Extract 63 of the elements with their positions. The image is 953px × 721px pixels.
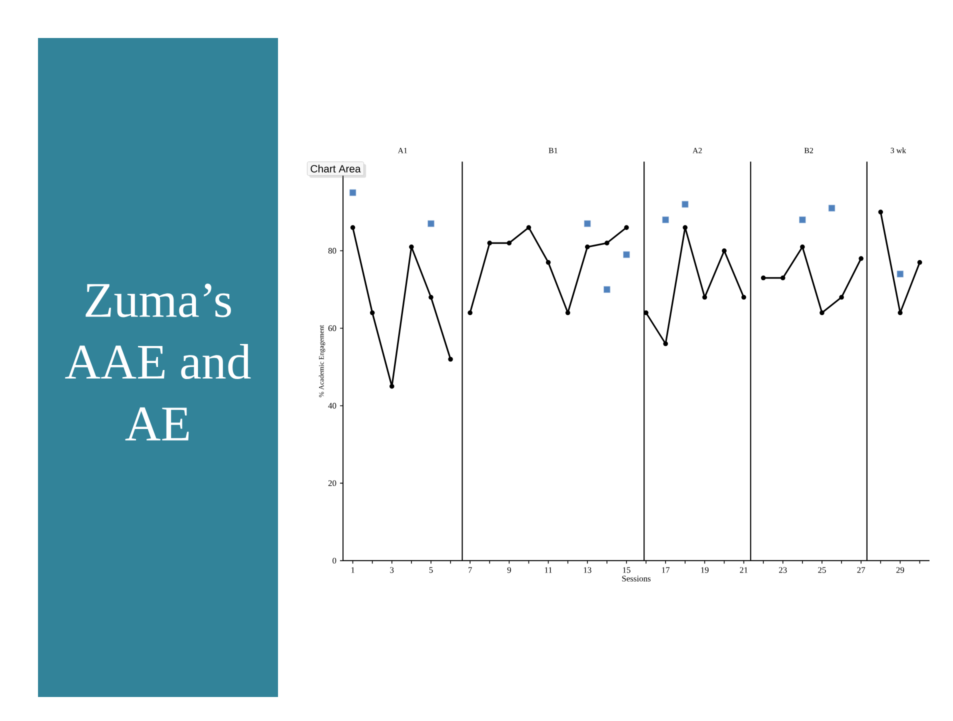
y-tick-label: 0 xyxy=(332,558,336,564)
point xyxy=(584,244,590,250)
x-axis-title: Sessions xyxy=(622,576,651,582)
x-tick-label: 15 xyxy=(623,567,630,573)
x-tick-label: 25 xyxy=(818,567,826,573)
x-tick-label: 29 xyxy=(896,567,904,573)
point xyxy=(349,189,356,196)
point xyxy=(428,294,434,300)
point xyxy=(820,310,824,316)
x-tick-label: 7 xyxy=(468,567,472,573)
x-tick-label: 11 xyxy=(544,567,552,573)
x-tick-label: 19 xyxy=(701,567,709,573)
x-tick-label: 17 xyxy=(662,567,670,573)
point xyxy=(682,225,688,230)
point xyxy=(702,294,708,300)
point xyxy=(584,220,591,228)
x-tick-label: 13 xyxy=(584,567,592,573)
point xyxy=(448,356,453,362)
y-tick-label: 60 xyxy=(328,325,336,332)
point xyxy=(604,286,610,293)
point xyxy=(858,256,864,261)
x-tick-label: 1 xyxy=(351,567,354,573)
point xyxy=(917,260,922,265)
x-tick-label: 3 xyxy=(390,567,394,573)
point xyxy=(624,225,629,230)
point xyxy=(662,216,669,224)
point xyxy=(722,248,727,254)
point xyxy=(546,260,551,265)
point xyxy=(800,244,805,250)
x-tick-label: 21 xyxy=(740,567,748,573)
point xyxy=(565,310,570,316)
x-tick-label: 27 xyxy=(857,567,866,573)
y-tick-label: 20 xyxy=(328,480,336,486)
point xyxy=(663,341,668,346)
point xyxy=(468,310,472,316)
point xyxy=(487,240,492,246)
point xyxy=(780,275,786,280)
point xyxy=(878,210,884,214)
x-tick-label: 23 xyxy=(779,567,787,573)
point xyxy=(526,225,532,230)
point xyxy=(350,225,356,230)
x-tick-label: 9 xyxy=(507,567,511,573)
y-tick-label: 40 xyxy=(328,402,336,409)
point xyxy=(506,240,512,246)
point xyxy=(828,204,836,212)
point xyxy=(760,275,766,280)
annotation: Chart Area xyxy=(310,164,361,172)
point xyxy=(741,294,746,300)
point xyxy=(644,310,648,316)
point xyxy=(682,200,689,208)
y-tick-label: 80 xyxy=(328,248,336,254)
point xyxy=(409,244,414,250)
text: Zuma’s AAE and AE xyxy=(65,284,251,440)
x-tick-label: 5 xyxy=(429,567,433,573)
point xyxy=(370,310,375,316)
point xyxy=(839,294,844,300)
point xyxy=(896,270,904,278)
point xyxy=(604,240,610,246)
point xyxy=(428,220,434,228)
point xyxy=(898,310,903,316)
point xyxy=(623,251,630,258)
point xyxy=(389,384,394,389)
point xyxy=(799,216,806,224)
